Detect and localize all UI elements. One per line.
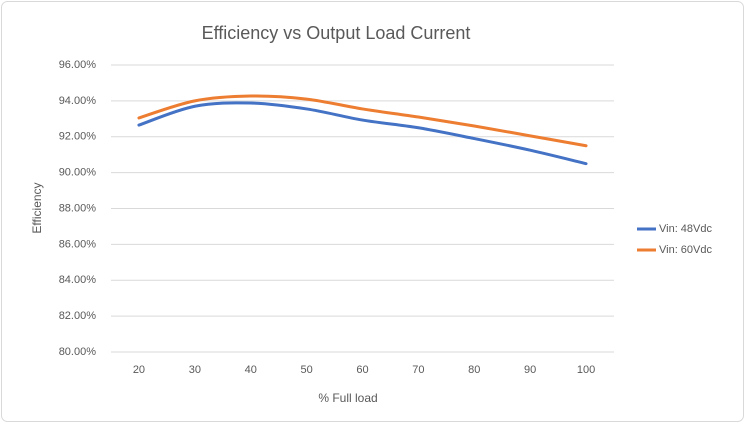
- chart-title: Efficiency vs Output Load Current: [202, 23, 471, 43]
- y-tick-label: 90.00%: [59, 167, 97, 179]
- x-tick-label: 70: [412, 364, 424, 376]
- x-tick-label: 60: [356, 364, 368, 376]
- x-tick-label: 40: [245, 364, 257, 376]
- x-tick-label: 90: [524, 364, 536, 376]
- y-tick-label: 92.00%: [59, 131, 97, 143]
- legend-label: Vin: 48Vdc: [659, 223, 713, 235]
- x-tick-label: 20: [133, 364, 145, 376]
- x-tick-label: 30: [189, 364, 201, 376]
- y-axis-label: Efficiency: [30, 182, 44, 233]
- legend-label: Vin: 60Vdc: [659, 244, 713, 256]
- y-tick-label: 84.00%: [59, 274, 97, 286]
- x-tick-label: 100: [577, 364, 595, 376]
- y-tick-label: 88.00%: [59, 202, 97, 214]
- y-tick-label: 82.00%: [59, 310, 97, 322]
- y-tick-label: 96.00%: [59, 59, 97, 71]
- x-axis-label: % Full load: [318, 391, 377, 405]
- y-tick-label: 80.00%: [59, 346, 97, 358]
- x-tick-label: 50: [300, 364, 312, 376]
- y-tick-label: 86.00%: [59, 238, 97, 250]
- series-line: [137, 94, 588, 148]
- x-tick-label: 80: [468, 364, 480, 376]
- series-line: [137, 101, 588, 166]
- y-tick-label: 94.00%: [59, 95, 97, 107]
